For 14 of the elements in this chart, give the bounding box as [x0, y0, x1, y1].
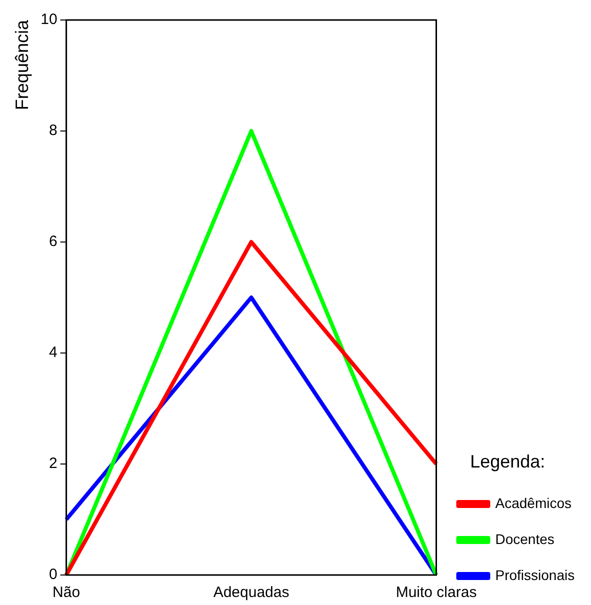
y-tick-label: 0: [48, 566, 58, 584]
y-tick-label: 2: [48, 455, 58, 472]
y-tick-label: 6: [48, 233, 58, 250]
y-tick-label: 4: [48, 344, 58, 362]
x-tick-label: Muito claras: [396, 584, 477, 602]
x-tick-label: Adequadas: [213, 584, 290, 602]
legend-label: Acadêmicos: [495, 494, 572, 511]
legend-title: Legenda:: [470, 451, 546, 472]
y-tick-label: 10: [40, 11, 58, 28]
y-tick-label: 8: [48, 122, 58, 140]
y-axis-title: Frequência: [12, 19, 32, 110]
legend-label: Profissionais: [495, 566, 575, 583]
legend-label: Docentes: [495, 530, 554, 547]
x-tick-label: Não: [52, 584, 80, 602]
